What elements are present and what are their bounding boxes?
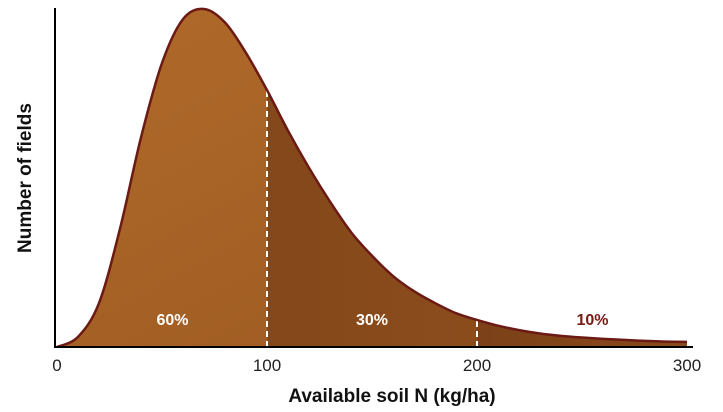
x-tick-label-100: 100 [253, 356, 281, 375]
dividers [266, 90, 478, 347]
region-label-3: 10% [576, 312, 608, 329]
area-region-2 [267, 90, 477, 347]
x-tick-label-0: 0 [52, 356, 61, 375]
x-axis-title: Available soil N (kg/ha) [288, 386, 495, 407]
region-label-2: 30% [356, 312, 388, 329]
area-region-1 [57, 8, 267, 347]
distribution-curve [56, 7, 688, 349]
y-axis-title: Number of fields [15, 103, 36, 253]
x-ticks: 0 100 200 300 [52, 356, 701, 375]
region-labels: 60% 30% 10% [156, 312, 608, 329]
region-label-1: 60% [156, 312, 188, 329]
area-region-3 [477, 319, 687, 347]
area-regions [57, 8, 687, 347]
x-tick-label-200: 200 [463, 356, 491, 375]
x-tick-label-300: 300 [673, 356, 701, 375]
